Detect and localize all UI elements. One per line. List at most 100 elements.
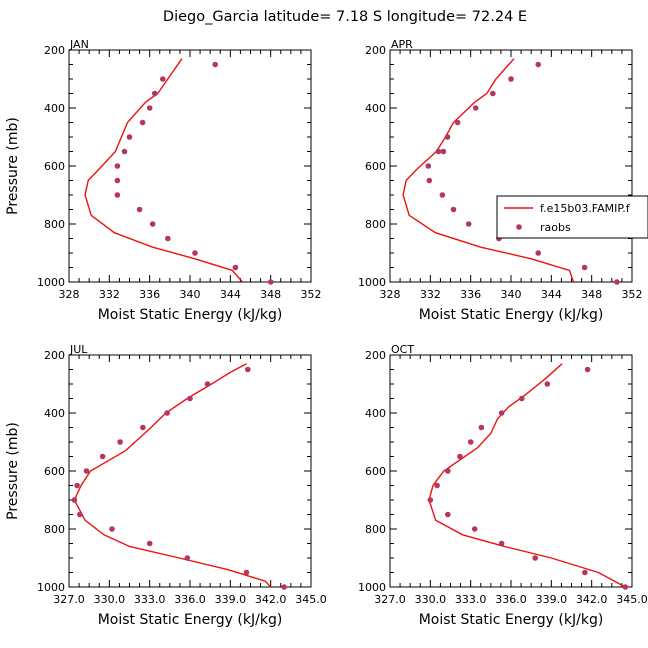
- panels: 328 332 336 340 344 348 352 200 400 600 800 1000 JAN…: [5, 38, 648, 628]
- x-tick-label: 352: [301, 288, 322, 301]
- raobs-point: [532, 555, 538, 561]
- raobs-point: [164, 410, 170, 416]
- x-tick-label: 348: [260, 288, 281, 301]
- y-tick-label: 400: [365, 407, 386, 420]
- legend: f.e15b03.FAMIP.f raobs: [496, 195, 648, 239]
- y-tick-label: 400: [365, 102, 386, 115]
- panel-jan: 328 332 336 340 344 348 352 200 400 600 800 1000 JAN…: [5, 38, 322, 323]
- panel-apr: 328 332 336 340 344 348 352 200 400 600 800 1000 APR…: [358, 38, 643, 323]
- raobs-point: [109, 526, 115, 532]
- x-tick-label: 352: [622, 288, 643, 301]
- raobs-point: [212, 61, 218, 68]
- x-tick-label: 328: [59, 288, 80, 301]
- raobs-point: [471, 526, 478, 532]
- raobs-point: [146, 105, 153, 111]
- raobs-point: [498, 540, 505, 547]
- x-tick-label: 328: [380, 288, 401, 301]
- y-tick-label: 200: [44, 349, 65, 362]
- model-line: [73, 363, 272, 588]
- y-tick-label: 800: [44, 218, 65, 231]
- x-tick-label: 327.0: [53, 593, 85, 606]
- raobs-point: [535, 250, 541, 256]
- raobs-point: [121, 148, 128, 155]
- y-tick-label: 800: [365, 523, 386, 536]
- raobs-point: [439, 192, 446, 198]
- raobs-point: [114, 177, 121, 184]
- model-line: [402, 58, 575, 283]
- model-line: [84, 58, 243, 283]
- raobs-point: [184, 555, 191, 561]
- panel-oct: 327.0 330.0 333.0 336.0 339.0 342.0 345.0 200 40…: [358, 343, 648, 628]
- y-axis-label: Pressure (mb): [5, 117, 21, 215]
- raobs-point: [535, 61, 541, 68]
- raobs-point: [71, 497, 78, 503]
- raobs-point: [490, 90, 496, 97]
- raobs-point: [454, 119, 461, 126]
- raobs-point: [114, 163, 121, 169]
- panel-label: JAN: [69, 38, 89, 51]
- x-tick-label: 339.0: [215, 593, 247, 606]
- raobs-point: [149, 221, 156, 227]
- raobs-point: [472, 105, 479, 111]
- raobs-point: [508, 76, 514, 82]
- raobs-point: [440, 148, 447, 155]
- raobs-point: [427, 497, 434, 503]
- raobs-point: [245, 366, 251, 373]
- legend-label-raobs: raobs: [540, 221, 571, 234]
- y-axis-label: Pressure (mb): [5, 422, 21, 520]
- raobs-point: [74, 482, 80, 489]
- x-tick-label: 345.0: [295, 593, 327, 606]
- raobs-point: [83, 468, 90, 474]
- raobs-point: [544, 381, 551, 387]
- raobs-point: [450, 206, 457, 213]
- raobs-point: [425, 163, 432, 169]
- raobs-point: [165, 235, 171, 242]
- x-axis-label: Moist Static Energy (kJ/kg): [419, 612, 604, 628]
- y-tick-label: 400: [44, 102, 65, 115]
- panel-label: OCT: [391, 343, 414, 356]
- panel-label: APR: [391, 38, 413, 51]
- x-tick-label: 345.0: [616, 593, 648, 606]
- y-tick-label: 800: [44, 523, 65, 536]
- y-tick-label: 1000: [37, 581, 65, 594]
- x-tick-label: 336: [139, 288, 160, 301]
- y-tick-label: 200: [365, 349, 386, 362]
- panel-jul: 327.0 330.0 333.0 336.0 339.0 342.0 345.0 200 40…: [5, 343, 327, 628]
- y-tick-label: 1000: [358, 581, 386, 594]
- raobs-point: [187, 395, 193, 402]
- raobs-point: [114, 192, 121, 198]
- x-axis-label: Moist Static Energy (kJ/kg): [98, 612, 283, 628]
- panel-label: JUL: [69, 343, 88, 356]
- x-tick-label: 333.0: [455, 593, 487, 606]
- legend-label-model: f.e15b03.FAMIP.f: [540, 202, 631, 215]
- legend-box: [496, 195, 648, 239]
- raobs-point: [160, 76, 166, 82]
- x-axis-label: Moist Static Energy (kJ/kg): [98, 307, 283, 323]
- raobs-point: [426, 177, 433, 184]
- raobs-point: [614, 279, 620, 285]
- x-tick-label: 327.0: [374, 593, 406, 606]
- raobs-point: [584, 366, 591, 373]
- x-tick-label: 332: [420, 288, 441, 301]
- raobs-point: [243, 569, 250, 576]
- x-tick-label: 342.0: [255, 593, 287, 606]
- raobs-point: [151, 90, 158, 97]
- x-tick-label: 342.0: [576, 593, 608, 606]
- x-tick-label: 344: [541, 288, 562, 301]
- x-tick-label: 330.0: [415, 593, 447, 606]
- raobs-point: [498, 410, 505, 416]
- raobs-point: [478, 424, 485, 431]
- x-tick-label: 336: [460, 288, 481, 301]
- raobs-point: [582, 569, 588, 576]
- x-tick-label: 330.0: [94, 593, 126, 606]
- raobs-point: [435, 148, 442, 155]
- plot-frame: [389, 354, 633, 588]
- raobs-point: [445, 511, 451, 518]
- x-tick-label: 336.0: [174, 593, 206, 606]
- raobs-point: [232, 264, 239, 271]
- y-tick-label: 600: [44, 160, 65, 173]
- raobs-point: [99, 453, 106, 460]
- y-tick-label: 400: [44, 407, 65, 420]
- raobs-point: [77, 511, 83, 518]
